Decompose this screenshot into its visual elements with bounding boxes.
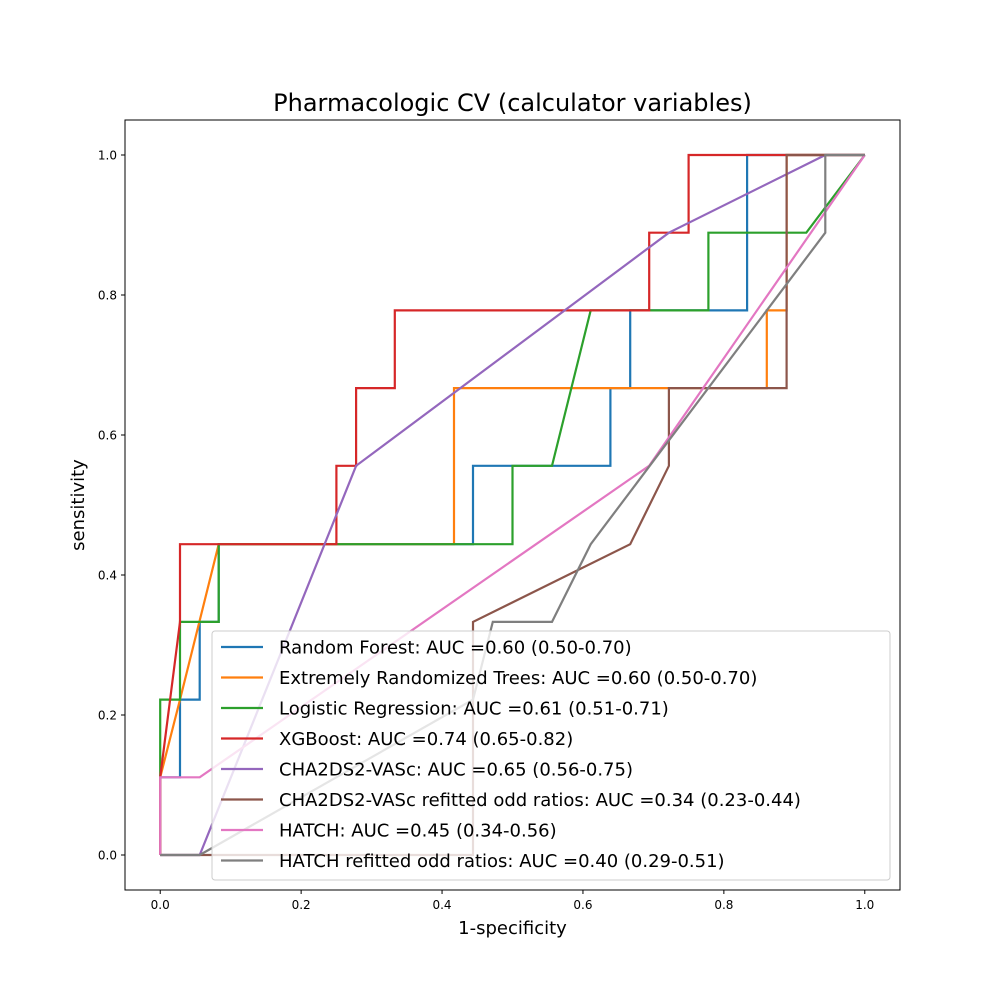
series-line-7 [159,154,866,855]
x-tick-label: 0.6 [573,898,592,912]
legend-label: CHA2DS2-VASc refitted odd ratios: AUC =0… [279,790,801,811]
legend-label: HATCH refitted odd ratios: AUC =0.40 (0.… [279,851,725,872]
legend-label: XGBoost: AUC =0.74 (0.65-0.82) [279,729,573,750]
axis-ticks: 0.0 0.2 0.4 0.6 0.8 1.0 0.0 0.2 0.4 0.6 0.8 1.0 [98,149,874,913]
y-axis-label: sensitivity [68,459,89,551]
y-tick-label: 0.0 [98,849,117,863]
series-line-3 [159,154,866,855]
legend: Random Forest: AUC =0.60 (0.50-0.70) Extr… [211,630,891,881]
series-line-4 [159,153,865,855]
legend-label: Logistic Regression: AUC =0.61 (0.51-0.7… [279,699,669,720]
y-tick-label: 0.6 [98,429,117,443]
y-tick-label: 1.0 [98,149,117,163]
x-axis-label: 1-specificity [458,918,567,939]
y-tick-label: 0.8 [98,289,117,303]
legend-label: Random Forest: AUC =0.60 (0.50-0.70) [279,638,632,659]
legend-label: CHA2DS2-VASc: AUC =0.65 (0.56-0.75) [279,760,633,781]
y-tick-label: 0.4 [98,569,117,583]
x-tick-label: 0.8 [714,898,733,912]
plot-frame [124,119,901,891]
x-tick-label: 0.4 [432,898,451,912]
legend-label: Extremely Randomized Trees: AUC =0.60 (0… [279,668,757,689]
x-tick-label: 0.2 [292,898,311,912]
legend-label: HATCH: AUC =0.45 (0.34-0.56) [279,821,557,842]
legend-box [211,630,891,881]
x-tick-label: 1.0 [855,898,874,912]
y-tick-label: 0.2 [98,709,117,723]
x-tick-label: 0.0 [151,898,170,912]
chart-title: Pharmacologic CV (calculator variables) [273,89,752,117]
